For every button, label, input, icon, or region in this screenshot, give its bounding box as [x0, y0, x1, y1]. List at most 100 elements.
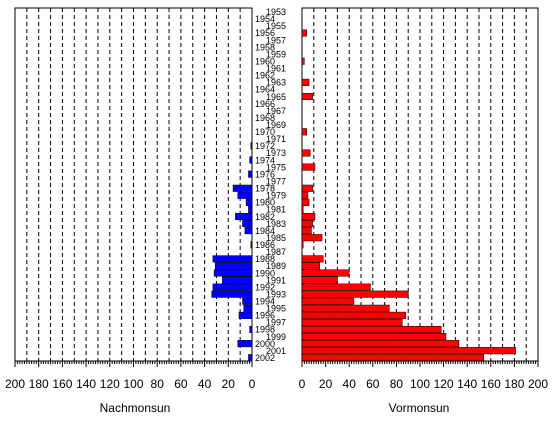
left-tick-label: 120 — [100, 377, 120, 391]
right-bar-1990 — [301, 269, 350, 277]
year-label-1983: 1983 — [266, 219, 286, 229]
year-label-1982: 1982 — [255, 212, 275, 222]
left-bar-1981 — [248, 205, 253, 213]
year-label-1985: 1985 — [266, 233, 286, 243]
right-bar-1999 — [301, 333, 447, 341]
year-label-1958: 1958 — [255, 42, 275, 52]
year-label-1984: 1984 — [255, 226, 275, 236]
year-label-1999: 1999 — [266, 332, 286, 342]
year-label-1980: 1980 — [255, 198, 275, 208]
year-label-1960: 1960 — [255, 56, 275, 66]
left-tick-label: 0 — [249, 377, 256, 391]
right-bar-1986 — [301, 241, 304, 249]
right-tick-label: 200 — [528, 377, 548, 391]
year-label-1956: 1956 — [255, 28, 275, 38]
right-bar-1970 — [301, 128, 307, 136]
right-bar-1980 — [301, 198, 310, 206]
left-bar-1980 — [245, 198, 253, 206]
year-label-2000: 2000 — [255, 339, 275, 349]
right-tick-label: 100 — [410, 377, 430, 391]
left-bar-2000 — [237, 340, 253, 348]
left-bar-1989 — [215, 262, 253, 270]
year-label-1955: 1955 — [266, 21, 286, 31]
right-tick-label: 60 — [366, 377, 380, 391]
left-tick-label: 60 — [174, 377, 188, 391]
right-tick-label: 140 — [457, 377, 477, 391]
year-label-1954: 1954 — [255, 14, 275, 24]
left-bar-1995 — [243, 304, 253, 312]
year-label-1968: 1968 — [255, 113, 275, 123]
right-bar-1981 — [301, 205, 304, 213]
year-label-1962: 1962 — [255, 71, 275, 81]
right-bar-1994 — [301, 297, 355, 305]
year-label-1995: 1995 — [266, 304, 286, 314]
right-bar-1982 — [301, 212, 316, 221]
left-bar-1993 — [211, 290, 253, 298]
right-bar-1983 — [301, 220, 313, 228]
right-tick-label: 40 — [343, 377, 357, 391]
year-label-1959: 1959 — [266, 49, 286, 59]
right-tick-label: 80 — [390, 377, 404, 391]
right-bar-1979 — [301, 191, 309, 199]
right-bar-1996 — [301, 311, 407, 319]
left-bar-1998 — [249, 325, 253, 334]
left-bar-1996 — [238, 311, 253, 319]
year-label-1957: 1957 — [266, 35, 286, 45]
left-bar-1986 — [250, 241, 253, 249]
left-tick-label: 180 — [29, 377, 49, 391]
year-label-1979: 1979 — [266, 191, 286, 201]
left-bar-1990 — [213, 269, 253, 277]
year-label-1961: 1961 — [266, 64, 286, 74]
right-bar-1998 — [301, 325, 442, 334]
left-tick-label: 200 — [5, 377, 25, 391]
right-bar-1978 — [301, 184, 313, 192]
year-label-1966: 1966 — [255, 99, 275, 109]
left-tick-label: 80 — [151, 377, 165, 391]
year-label-1981: 1981 — [266, 205, 286, 215]
year-label-1953: 1953 — [266, 7, 286, 17]
left-bar-1984 — [244, 227, 253, 235]
year-label-1973: 1973 — [266, 148, 286, 158]
left-tick-label: 100 — [123, 377, 143, 391]
year-label-1969: 1969 — [266, 120, 286, 130]
right-axis-title: Vormonsun — [389, 401, 450, 415]
year-label-1987: 1987 — [266, 247, 286, 257]
right-tick-label: 0 — [299, 377, 306, 391]
right-bar-1956 — [301, 29, 307, 37]
year-label-1970: 1970 — [255, 127, 275, 137]
year-label-1965: 1965 — [266, 92, 286, 102]
left-bar-1972 — [250, 142, 253, 150]
year-label-1988: 1988 — [255, 254, 275, 264]
left-bar-1991 — [222, 276, 253, 284]
year-label-2002: 2002 — [255, 353, 275, 363]
right-bar-1973 — [301, 149, 311, 157]
left-tick-label: 140 — [76, 377, 96, 391]
left-bar-1983 — [242, 220, 253, 228]
left-bar-1978 — [232, 184, 253, 192]
year-label-1967: 1967 — [266, 106, 286, 116]
left-bar-1974 — [249, 156, 253, 164]
year-label-1989: 1989 — [266, 261, 286, 271]
year-label-1994: 1994 — [255, 296, 275, 306]
year-label-1978: 1978 — [255, 184, 275, 194]
year-label-1990: 1990 — [255, 268, 275, 278]
right-bar-1984 — [301, 227, 312, 235]
right-bar-1963 — [301, 78, 310, 86]
year-label-1972: 1972 — [255, 141, 275, 151]
year-label-1971: 1971 — [266, 134, 286, 144]
year-label-2001: 2001 — [266, 346, 286, 356]
left-bar-1994 — [242, 297, 253, 305]
right-bar-1993 — [301, 290, 409, 298]
year-label-1991: 1991 — [266, 275, 286, 285]
right-bar-1960 — [301, 57, 305, 65]
year-label-1997: 1997 — [266, 318, 286, 328]
right-bar-1991 — [301, 276, 338, 284]
year-label-1998: 1998 — [255, 325, 275, 335]
right-bar-2000 — [301, 340, 460, 348]
year-label-1993: 1993 — [266, 289, 286, 299]
left-tick-label: 160 — [52, 377, 72, 391]
right-bar-2002 — [301, 354, 484, 362]
right-bar-1989 — [301, 262, 320, 270]
year-label-1963: 1963 — [266, 78, 286, 88]
